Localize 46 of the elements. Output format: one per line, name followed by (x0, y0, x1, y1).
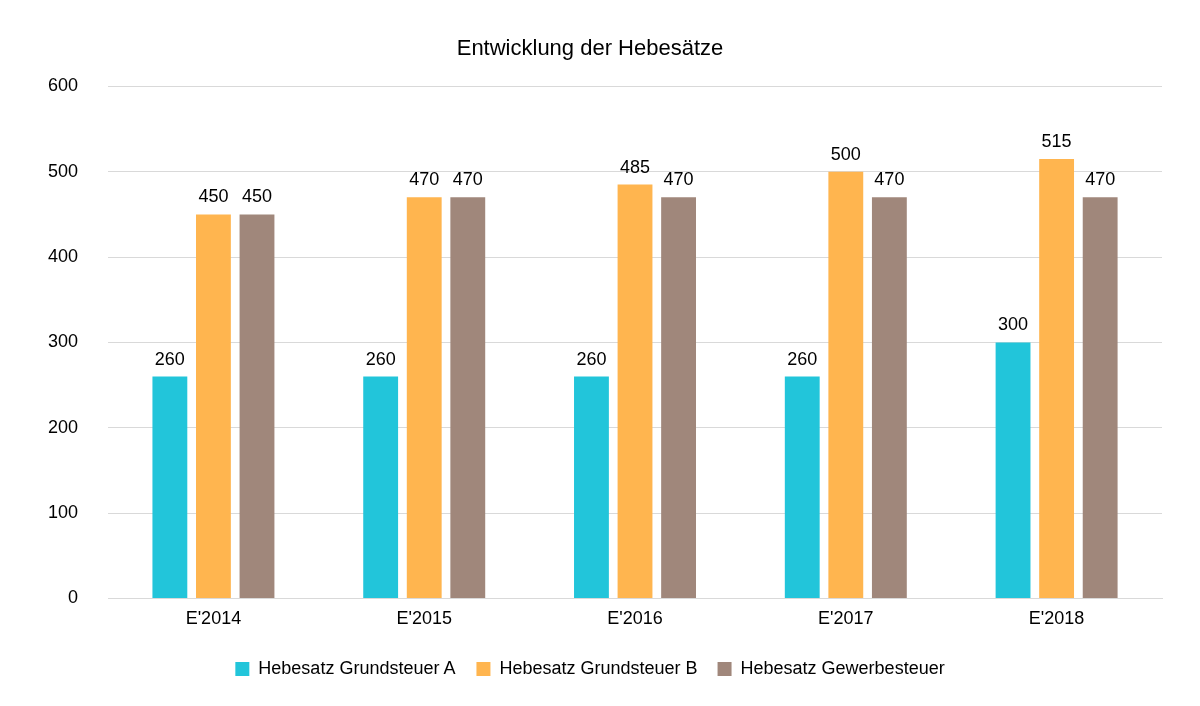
data-label: 485 (619, 156, 651, 177)
y-tick-label: 400 (47, 246, 79, 267)
y-tick-label: 200 (47, 416, 79, 437)
bar (363, 376, 399, 598)
data-label: 515 (1041, 130, 1072, 151)
data-label: 470 (874, 169, 905, 190)
bar (239, 214, 275, 598)
data-label: 450 (198, 186, 229, 207)
data-label: 470 (1085, 169, 1116, 190)
data-label: 500 (830, 143, 861, 164)
x-tick-label: E'2018 (1028, 608, 1085, 629)
data-label: 260 (365, 348, 396, 369)
bar (406, 197, 442, 598)
chart-title: Entwicklung der Hebesätze (456, 35, 724, 61)
legend-label: Hebesatz Grundsteuer B (499, 657, 698, 678)
data-label: 260 (154, 348, 185, 369)
bar (995, 342, 1031, 598)
data-label: 260 (576, 348, 607, 369)
x-tick-label: E'2014 (185, 608, 242, 629)
bar (784, 376, 820, 598)
data-label: 450 (241, 186, 273, 207)
bar (871, 197, 907, 598)
bar (196, 214, 231, 598)
data-label: 260 (787, 348, 818, 369)
bar (1082, 197, 1118, 598)
bar (450, 197, 486, 598)
data-label: 470 (452, 169, 483, 190)
x-tick-label: E'2017 (818, 608, 874, 629)
bar (1039, 158, 1075, 598)
x-tick-label: E'2016 (607, 608, 663, 629)
bar (661, 197, 697, 598)
bar (574, 376, 609, 598)
bar (617, 184, 653, 598)
y-tick-label: 100 (47, 502, 79, 523)
bar (828, 171, 864, 598)
legend-label: Hebesatz Grundsteuer A (258, 657, 456, 678)
x-tick-label: E'2015 (396, 608, 452, 629)
y-tick-label: 0 (68, 587, 79, 608)
bar (152, 376, 188, 598)
legend-label: Hebesatz Gewerbesteuer (740, 657, 945, 678)
y-tick-label: 500 (47, 160, 79, 181)
data-label: 470 (663, 169, 694, 190)
data-label: 470 (409, 169, 440, 190)
y-tick-label: 600 (47, 75, 79, 96)
data-label: 300 (998, 314, 1029, 335)
y-tick-label: 300 (47, 331, 79, 352)
